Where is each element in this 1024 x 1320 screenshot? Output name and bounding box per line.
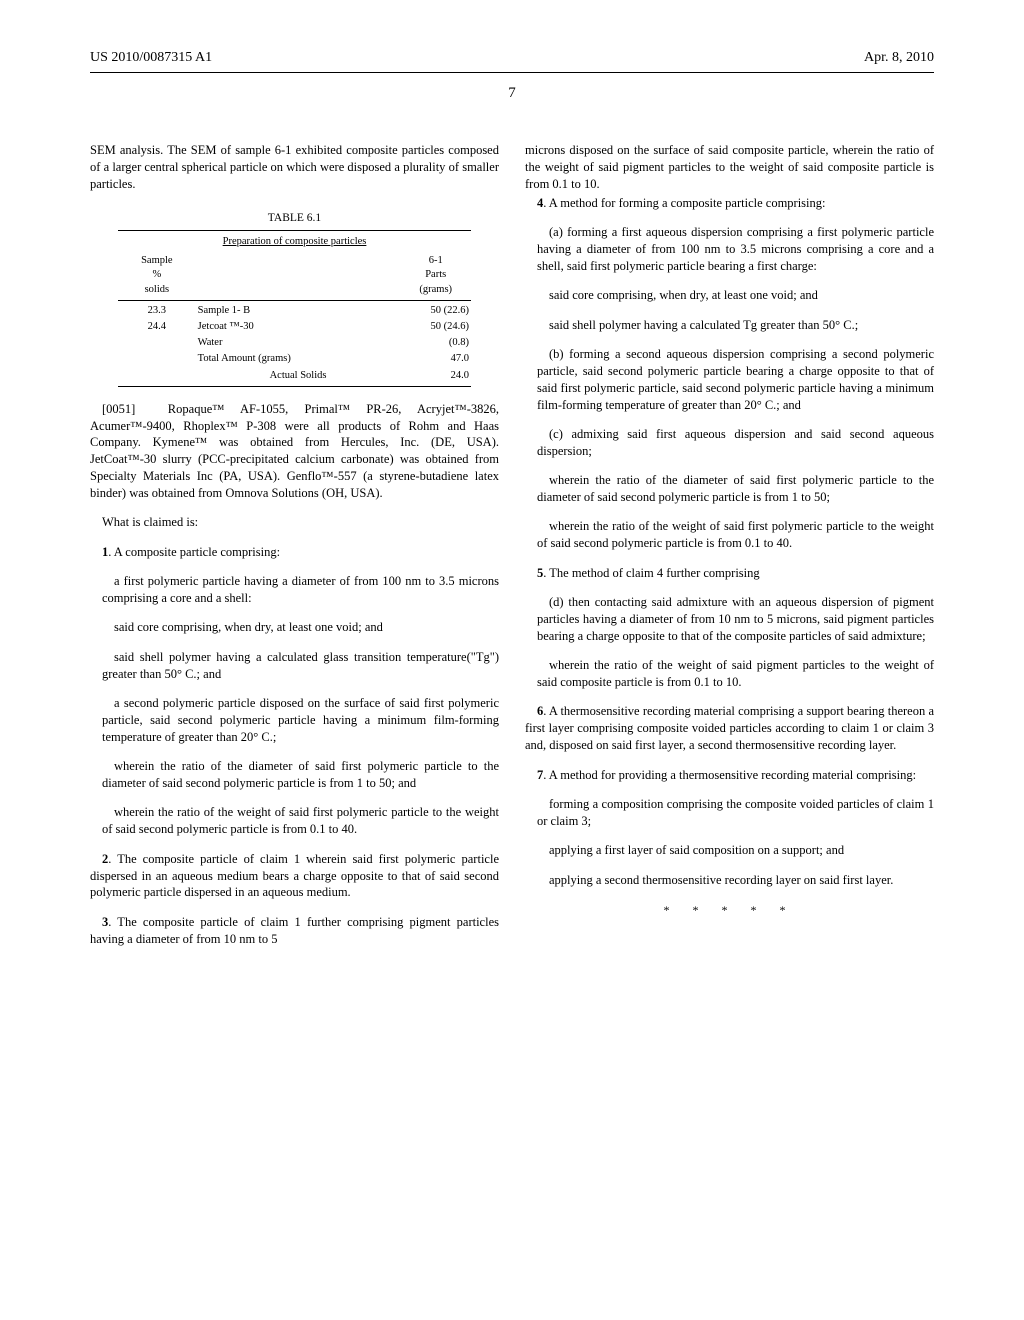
table-cell: Sample 1- B: [196, 303, 401, 319]
claim-7-sub: applying a second thermosensitive record…: [537, 872, 934, 889]
para-text: Ropaque™ AF-1055, Primal™ PR-26, Acryjet…: [90, 402, 499, 500]
table-body: 23.3 Sample 1- B 50 (22.6) 24.4 Jetcoat …: [118, 303, 471, 384]
claim-1-sub: wherein the ratio of the diameter of sai…: [102, 758, 499, 792]
claim-text: . The composite particle of claim 1 wher…: [90, 852, 499, 900]
table-cell: Jetcoat ™-30: [196, 319, 401, 335]
claim-text: . A composite particle comprising:: [108, 545, 280, 559]
table-cell: 23.3: [118, 303, 196, 319]
table-cell: [118, 368, 196, 384]
claim-1-sub: said core comprising, when dry, at least…: [102, 619, 499, 636]
claim-text: . A method for providing a thermosensiti…: [543, 768, 916, 782]
table-header-cell: [196, 253, 401, 298]
claim-4: 4. A method for forming a composite part…: [525, 195, 934, 212]
table-cell: 50 (24.6): [400, 319, 471, 335]
table-cell: [118, 351, 196, 367]
claims-intro: What is claimed is:: [90, 514, 499, 531]
publication-date: Apr. 8, 2010: [864, 50, 934, 66]
table-head: Sample % solids 6-1 Parts (grams): [118, 253, 471, 298]
claim-4-sub: said core comprising, when dry, at least…: [537, 287, 934, 304]
claim-3-continued: microns disposed on the surface of said …: [525, 142, 934, 193]
claim-7-sub: applying a first layer of said compositi…: [537, 842, 934, 859]
text-columns: SEM analysis. The SEM of sample 6-1 exhi…: [90, 142, 934, 960]
page-header: US 2010/0087315 A1 Apr. 8, 2010: [90, 50, 934, 66]
para-number: [0051]: [102, 402, 135, 416]
header-rule: [90, 72, 934, 73]
claim-1-sub: a second polymeric particle disposed on …: [102, 695, 499, 746]
claim-text: . The method of claim 4 further comprisi…: [543, 566, 759, 580]
publication-number: US 2010/0087315 A1: [90, 50, 212, 66]
claim-3: 3. The composite particle of claim 1 fur…: [90, 914, 499, 948]
table-cell: Actual Solids: [196, 368, 401, 384]
claim-6: 6. A thermosensitive recording material …: [525, 703, 934, 754]
claim-5: 5. The method of claim 4 further compris…: [525, 565, 934, 582]
claim-4-sub: wherein the ratio of the weight of said …: [537, 518, 934, 552]
table-cell: Water: [196, 335, 401, 351]
claim-text: . The composite particle of claim 1 furt…: [90, 915, 499, 946]
table-row: Actual Solids 24.0: [118, 368, 471, 384]
table-cell: 47.0: [400, 351, 471, 367]
paragraph-0051: [0051] Ropaque™ AF-1055, Primal™ PR-26, …: [90, 401, 499, 502]
table-cell: Total Amount (grams): [196, 351, 401, 367]
claim-5-sub: (d) then contacting said admixture with …: [537, 594, 934, 645]
page-number: 7: [90, 85, 934, 102]
table-row: Water (0.8): [118, 335, 471, 351]
claim-4-sub: (c) admixing said first aqueous dispersi…: [537, 426, 934, 460]
end-mark: * * * * *: [525, 902, 934, 918]
claim-4-sub: (b) forming a second aqueous dispersion …: [537, 346, 934, 414]
table-row: 23.3 Sample 1- B 50 (22.6): [118, 303, 471, 319]
table-header-cell: 6-1 Parts (grams): [400, 253, 471, 298]
table-rule: [118, 230, 471, 231]
claim-5-sub: wherein the ratio of the weight of said …: [537, 657, 934, 691]
table-row: Total Amount (grams) 47.0: [118, 351, 471, 367]
claim-7-sub: forming a composition comprising the com…: [537, 796, 934, 830]
table-cell: 24.0: [400, 368, 471, 384]
patent-page: US 2010/0087315 A1 Apr. 8, 2010 7 SEM an…: [0, 0, 1024, 1320]
claim-1: 1. A composite particle comprising:: [90, 544, 499, 561]
table-label: TABLE 6.1: [118, 211, 471, 227]
claim-4-sub: wherein the ratio of the diameter of sai…: [537, 472, 934, 506]
claim-4-sub: (a) forming a first aqueous dispersion c…: [537, 224, 934, 275]
claim-7: 7. A method for providing a thermosensit…: [525, 767, 934, 784]
claim-1-sub: a first polymeric particle having a diam…: [102, 573, 499, 607]
table-caption: Preparation of composite particles: [118, 235, 471, 249]
table-cell: (0.8): [400, 335, 471, 351]
table-cell: 50 (22.6): [400, 303, 471, 319]
claim-text: . A method for forming a composite parti…: [543, 196, 825, 210]
table-cell: [118, 335, 196, 351]
table-row: 24.4 Jetcoat ™-30 50 (24.6): [118, 319, 471, 335]
right-column: microns disposed on the surface of said …: [525, 142, 934, 960]
claim-2: 2. The composite particle of claim 1 whe…: [90, 851, 499, 902]
claim-4-sub: said shell polymer having a calculated T…: [537, 317, 934, 334]
table-cell: 24.4: [118, 319, 196, 335]
table-6-1: TABLE 6.1 Preparation of composite parti…: [118, 211, 471, 387]
claim-1-sub: said shell polymer having a calculated g…: [102, 649, 499, 683]
table-rule: [118, 386, 471, 387]
claim-text: . A thermosensitive recording material c…: [525, 704, 934, 752]
left-column: SEM analysis. The SEM of sample 6-1 exhi…: [90, 142, 499, 960]
intro-paragraph: SEM analysis. The SEM of sample 6-1 exhi…: [90, 142, 499, 193]
claim-1-sub: wherein the ratio of the weight of said …: [102, 804, 499, 838]
table-rule: [118, 300, 471, 301]
table-header-cell: Sample % solids: [118, 253, 196, 298]
